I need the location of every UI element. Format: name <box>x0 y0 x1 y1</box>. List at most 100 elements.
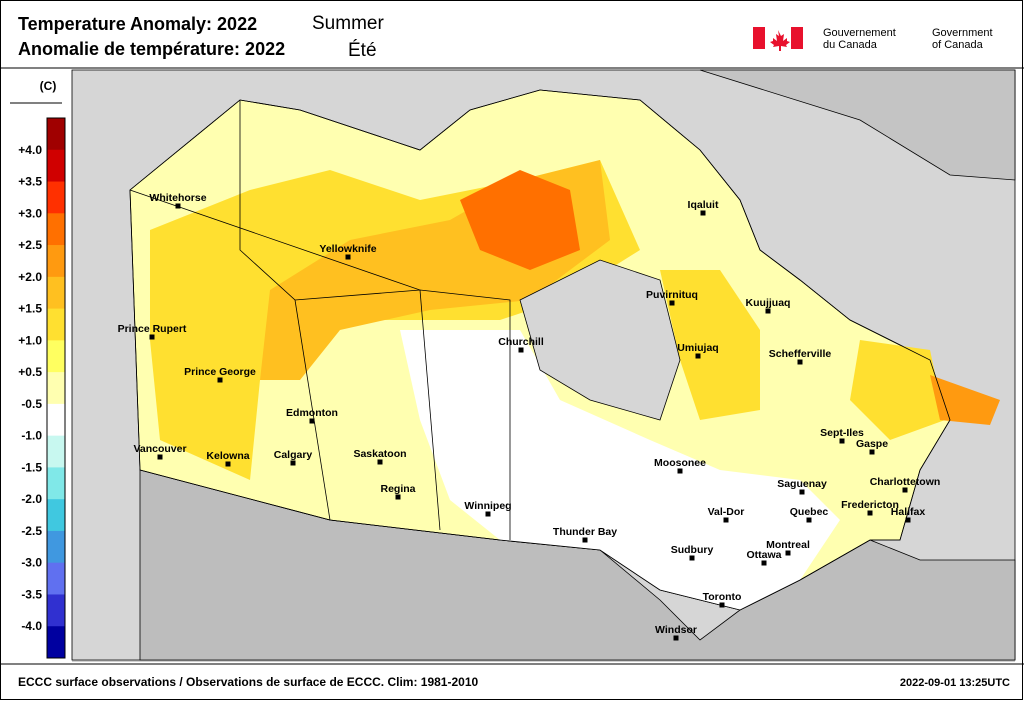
city-label: Prince Rupert <box>118 323 187 335</box>
map <box>71 69 1016 661</box>
city-label: Vancouver <box>133 443 186 455</box>
city-marker <box>290 460 296 466</box>
city-marker <box>518 347 524 353</box>
city-label: Quebec <box>790 506 829 518</box>
city-label: Montreal <box>766 539 810 551</box>
city-marker <box>157 454 163 460</box>
city-label: Schefferville <box>769 348 832 360</box>
city-label: Regina <box>380 483 415 495</box>
title-fr: Anomalie de température: 2022 <box>18 39 285 59</box>
city-marker <box>309 418 315 424</box>
legend-label: +3.0 <box>18 206 42 220</box>
flag <box>753 27 803 51</box>
city-label: Moosonee <box>654 457 706 469</box>
city-label: Sudbury <box>671 544 714 556</box>
city-label: Umiujaq <box>677 342 718 354</box>
city-marker <box>869 449 875 455</box>
legend-label: +2.5 <box>18 238 42 252</box>
legend-swatch <box>47 308 65 341</box>
city-marker <box>175 203 181 209</box>
legend-swatch <box>47 149 65 183</box>
legend-swatch <box>47 340 65 373</box>
city-marker <box>225 461 231 467</box>
city-label: Gaspe <box>856 438 888 450</box>
legend-label: +3.5 <box>18 175 42 189</box>
city-marker <box>797 359 803 365</box>
legend-swatch <box>47 499 65 532</box>
legend-label: -2.5 <box>21 524 42 538</box>
city-marker <box>485 511 491 517</box>
city-marker <box>719 602 725 608</box>
legend-label: -4.0 <box>21 619 42 633</box>
city-marker <box>765 308 771 314</box>
city-label: Kuujjuaq <box>746 297 791 309</box>
city-marker <box>689 555 695 561</box>
city-label: Halifax <box>891 506 926 518</box>
city-marker <box>723 517 729 523</box>
legend-label: -1.0 <box>21 429 42 443</box>
city-label: Winnipeg <box>464 500 511 512</box>
city-marker <box>695 353 701 359</box>
legend-label: -3.0 <box>21 556 42 570</box>
city-label: Windsor <box>655 624 697 636</box>
legend-label: +1.0 <box>18 333 42 347</box>
legend-swatch <box>47 118 65 151</box>
city-label: Sept-Iles <box>820 427 864 439</box>
city-marker <box>700 210 706 216</box>
city-label: Toronto <box>703 591 742 603</box>
city-label: Val-Dor <box>708 506 745 518</box>
city-marker <box>673 635 679 641</box>
city-marker <box>902 487 908 493</box>
city-marker <box>149 334 155 340</box>
legend-swatch <box>47 467 65 500</box>
legend-label: +2.0 <box>18 270 42 284</box>
legend-swatch <box>47 276 65 310</box>
gov-en: Government <box>932 27 993 39</box>
legend-label: +1.5 <box>18 302 42 316</box>
city-marker <box>799 489 805 495</box>
city-marker <box>839 438 845 444</box>
city-marker <box>395 494 401 500</box>
legend-label: -1.5 <box>21 460 42 474</box>
city-marker <box>761 560 767 566</box>
gov-fr: Gouvernement <box>823 27 896 39</box>
legend-swatch <box>47 435 65 468</box>
city-marker <box>582 537 588 543</box>
legend-label: +0.5 <box>18 365 42 379</box>
city-marker <box>905 517 911 523</box>
city-label: Yellowknife <box>319 243 376 255</box>
city-marker <box>345 254 351 260</box>
legend-unit: (C) <box>40 79 57 93</box>
city-label: Charlottetown <box>870 476 941 488</box>
city-label: Prince George <box>184 366 256 378</box>
city-label: Fredericton <box>841 499 899 511</box>
legend-label: +4.0 <box>18 143 42 157</box>
city-marker <box>377 459 383 465</box>
legend-swatch <box>47 372 65 405</box>
city-label: Saguenay <box>777 478 827 490</box>
season-en: Summer <box>312 13 384 34</box>
legend-swatch <box>47 403 65 437</box>
city-label: Edmonton <box>286 407 338 419</box>
legend-swatch <box>47 245 65 278</box>
title-en: Temperature Anomaly: 2022 <box>18 14 257 34</box>
city-label: Iqaluit <box>688 199 719 211</box>
season-fr: Été <box>348 40 377 61</box>
city-label: Puvirnituq <box>646 289 698 301</box>
city-label: Churchill <box>498 336 544 348</box>
legend-swatch <box>47 594 65 627</box>
city-label: Saskatoon <box>353 448 406 460</box>
city-marker <box>677 468 683 474</box>
city-label: Whitehorse <box>149 192 206 204</box>
legend-label: -3.5 <box>21 587 42 601</box>
gov-en: of Canada <box>932 39 984 51</box>
legend-swatch <box>47 562 65 595</box>
city-label: Kelowna <box>206 450 249 462</box>
footer-source: ECCC surface observations / Observations… <box>18 675 478 689</box>
city-label: Ottawa <box>746 549 781 561</box>
footer-timestamp: 2022-09-01 13:25UTC <box>900 677 1010 689</box>
city-marker <box>867 510 873 516</box>
city-label: Thunder Bay <box>553 526 617 538</box>
legend-swatch <box>47 626 65 659</box>
